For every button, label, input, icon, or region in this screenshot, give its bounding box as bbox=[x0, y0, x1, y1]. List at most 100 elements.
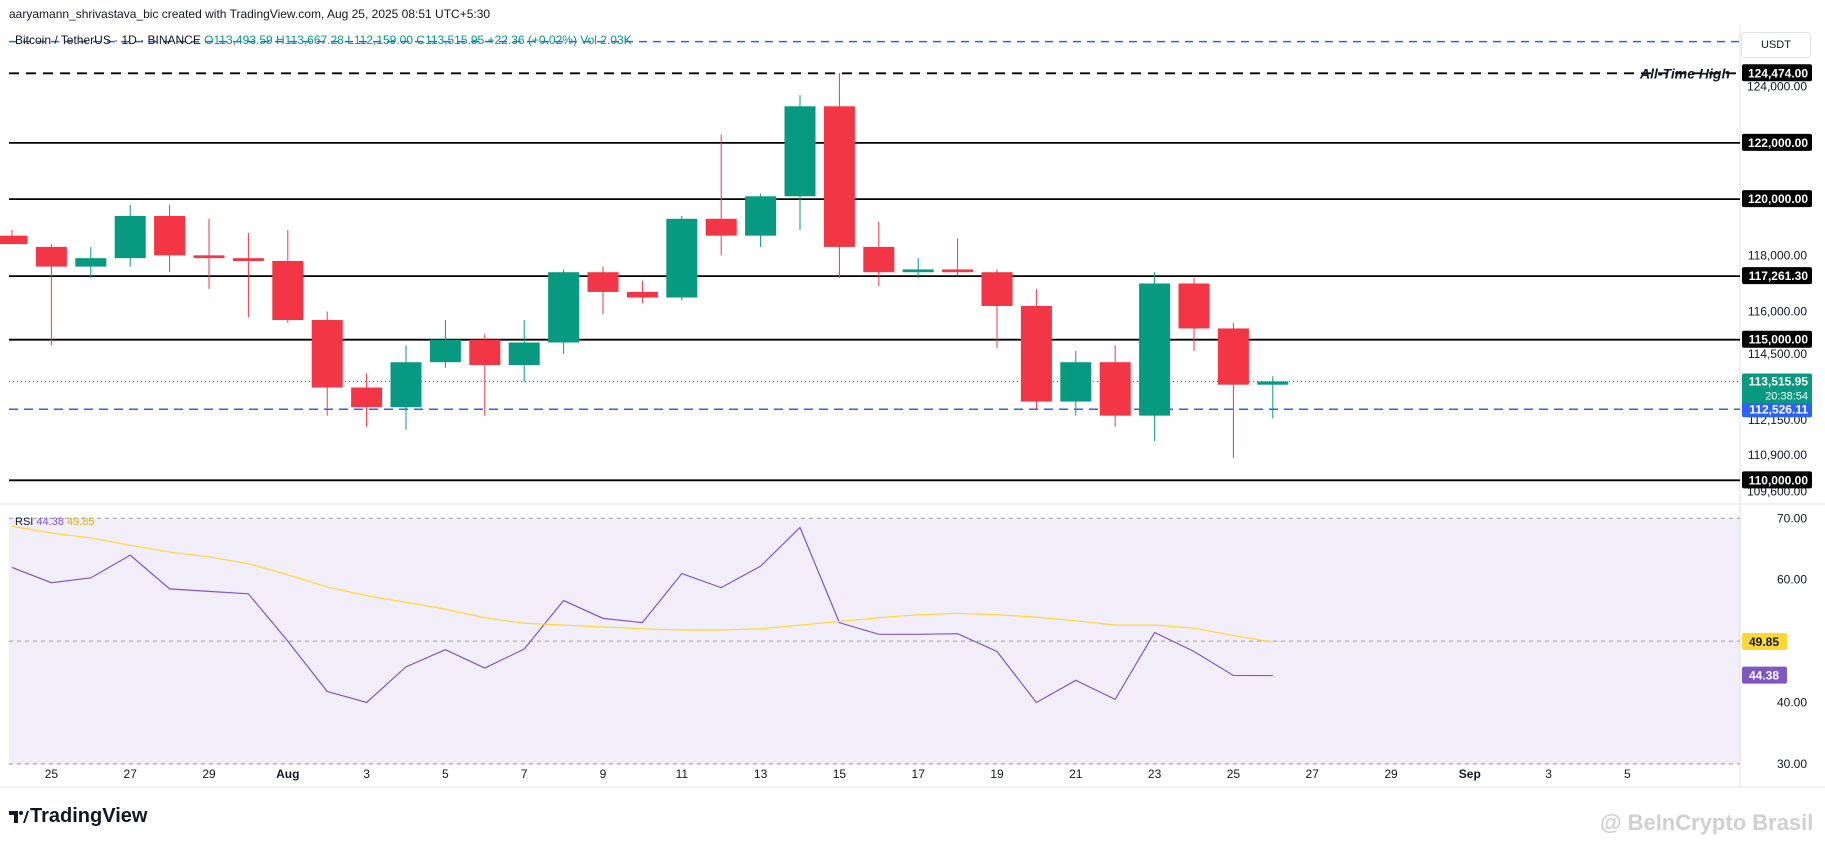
level-price-tag bbox=[1742, 471, 1812, 489]
rsi-ma-line bbox=[11, 525, 1273, 643]
candle-body bbox=[1020, 305, 1052, 402]
price-tick-label: 118,000.00 bbox=[1748, 248, 1807, 262]
level-price-label: 120,000.00 bbox=[1748, 192, 1808, 206]
rsi-legend-value: 44.38 bbox=[36, 516, 67, 528]
time-tick-label: 7 bbox=[521, 767, 528, 781]
legend-high: H113,667.28 bbox=[276, 33, 347, 47]
currency-button[interactable]: USDT bbox=[1741, 32, 1811, 58]
level-price-tag bbox=[1742, 400, 1812, 418]
level-price-label: 112,526.11 bbox=[1749, 402, 1808, 416]
time-tick-label: 15 bbox=[833, 767, 847, 781]
rsi-value-tag bbox=[1742, 666, 1787, 684]
candle-body bbox=[272, 260, 304, 321]
time-tick-label: 5 bbox=[1624, 767, 1631, 781]
candle-body bbox=[35, 246, 67, 267]
rsi-tick-label: 70.00 bbox=[1777, 511, 1807, 525]
time-tick-label: 17 bbox=[912, 767, 926, 781]
candle-body bbox=[942, 269, 974, 273]
candle-body bbox=[114, 215, 146, 259]
price-tick-label: 114,500.00 bbox=[1748, 347, 1807, 361]
candle-body bbox=[193, 255, 225, 259]
price-tick-label: 110,900.00 bbox=[1748, 448, 1807, 462]
time-tick-label: 13 bbox=[754, 767, 768, 781]
tradingview-logo-icon bbox=[9, 811, 29, 823]
candle-body bbox=[75, 258, 107, 267]
candle-body bbox=[469, 339, 501, 366]
level-price-label: 117,261.30 bbox=[1749, 269, 1809, 283]
candle-body bbox=[1060, 362, 1092, 402]
level-price-label: 122,000.00 bbox=[1748, 136, 1808, 150]
attribution-text: aaryamann_shrivastava_bic created with T… bbox=[9, 7, 491, 21]
time-tick-label: 3 bbox=[1545, 767, 1552, 781]
time-tick-label: 19 bbox=[990, 767, 1004, 781]
candle-body bbox=[902, 269, 934, 273]
level-price-tag bbox=[1742, 190, 1812, 208]
time-tick-label: 9 bbox=[600, 767, 607, 781]
time-tick-label: 25 bbox=[45, 767, 59, 781]
candle-body bbox=[1217, 328, 1249, 385]
rsi-legend-title: RSI bbox=[15, 516, 36, 528]
candle-body bbox=[232, 258, 264, 261]
rsi-value-label: 44.38 bbox=[1749, 669, 1779, 683]
time-tick-label: Aug bbox=[276, 767, 299, 781]
legend-low: L112,159.00 bbox=[347, 33, 416, 47]
candle-body bbox=[548, 272, 580, 343]
candle-body bbox=[0, 235, 28, 245]
level-price-label: 124,474.00 bbox=[1748, 66, 1808, 80]
candle-body bbox=[508, 342, 540, 366]
time-tick-label: 5 bbox=[442, 767, 449, 781]
candle-body bbox=[1178, 283, 1210, 329]
candle-body bbox=[351, 387, 383, 408]
time-tick-label: Sep bbox=[1459, 767, 1481, 781]
level-note: All-Time High bbox=[1639, 65, 1730, 81]
current-price-tag bbox=[1742, 373, 1812, 404]
time-tick-label: 11 bbox=[676, 767, 689, 781]
countdown-label: 20:38:54 bbox=[1765, 390, 1808, 402]
candle-body bbox=[626, 291, 658, 298]
candle-body bbox=[587, 272, 619, 292]
candle-body bbox=[784, 106, 816, 197]
level-price-tag bbox=[1742, 133, 1812, 151]
symbol-legend: Bitcoin / TetherUS · 1D · BINANCE O113,4… bbox=[15, 33, 632, 47]
time-tick-label: 3 bbox=[363, 767, 370, 781]
rsi-line bbox=[11, 526, 1273, 704]
level-price-tag bbox=[1742, 267, 1812, 285]
rsi-legend: RSI 44.38 49.85 bbox=[15, 516, 95, 528]
legend-symbol: Bitcoin / TetherUS · 1D · BINANCE bbox=[15, 33, 204, 47]
rsi-tick-label: 40.00 bbox=[1777, 695, 1807, 709]
price-tick-label: 116,000.00 bbox=[1748, 305, 1807, 319]
candle-body bbox=[1257, 381, 1289, 385]
candle-body bbox=[154, 215, 186, 256]
watermark-text: @ BeInCrypto Brasil bbox=[1600, 810, 1814, 835]
candle-body bbox=[1139, 283, 1171, 416]
time-tick-label: 29 bbox=[202, 767, 216, 781]
candle-body bbox=[823, 106, 855, 247]
candle-body bbox=[390, 362, 422, 408]
candle-body bbox=[311, 320, 343, 388]
rsi-tick-label: 60.00 bbox=[1777, 573, 1807, 587]
time-tick-label: 27 bbox=[124, 767, 138, 781]
legend-change: +22.36 (+0.02%) bbox=[488, 33, 581, 47]
rsi-tick-label: 30.00 bbox=[1777, 757, 1807, 771]
level-price-label: 110,000.00 bbox=[1749, 473, 1809, 487]
candle-body bbox=[745, 196, 777, 236]
candle-body bbox=[666, 218, 698, 298]
time-tick-label: 27 bbox=[1306, 767, 1320, 781]
candle-body bbox=[1099, 362, 1131, 416]
rsi-value-tag bbox=[1742, 632, 1787, 650]
legend-close: C113,515.95 bbox=[416, 33, 487, 47]
rsi-legend-ma-value: 49.85 bbox=[67, 516, 95, 528]
level-price-tag bbox=[1742, 64, 1812, 82]
time-tick-label: 21 bbox=[1069, 767, 1083, 781]
candle-body bbox=[981, 272, 1013, 306]
tradingview-logo-text: TradingView bbox=[30, 805, 148, 827]
current-price-label: 113,515.95 bbox=[1749, 374, 1809, 388]
rsi-value-label: 49.85 bbox=[1749, 635, 1779, 649]
level-price-tag bbox=[1742, 330, 1812, 348]
legend-open: O113,493.59 bbox=[204, 33, 276, 47]
legend-volume: Vol 2.03K bbox=[580, 33, 631, 47]
candle-body bbox=[429, 339, 461, 363]
candle-body bbox=[863, 246, 895, 273]
